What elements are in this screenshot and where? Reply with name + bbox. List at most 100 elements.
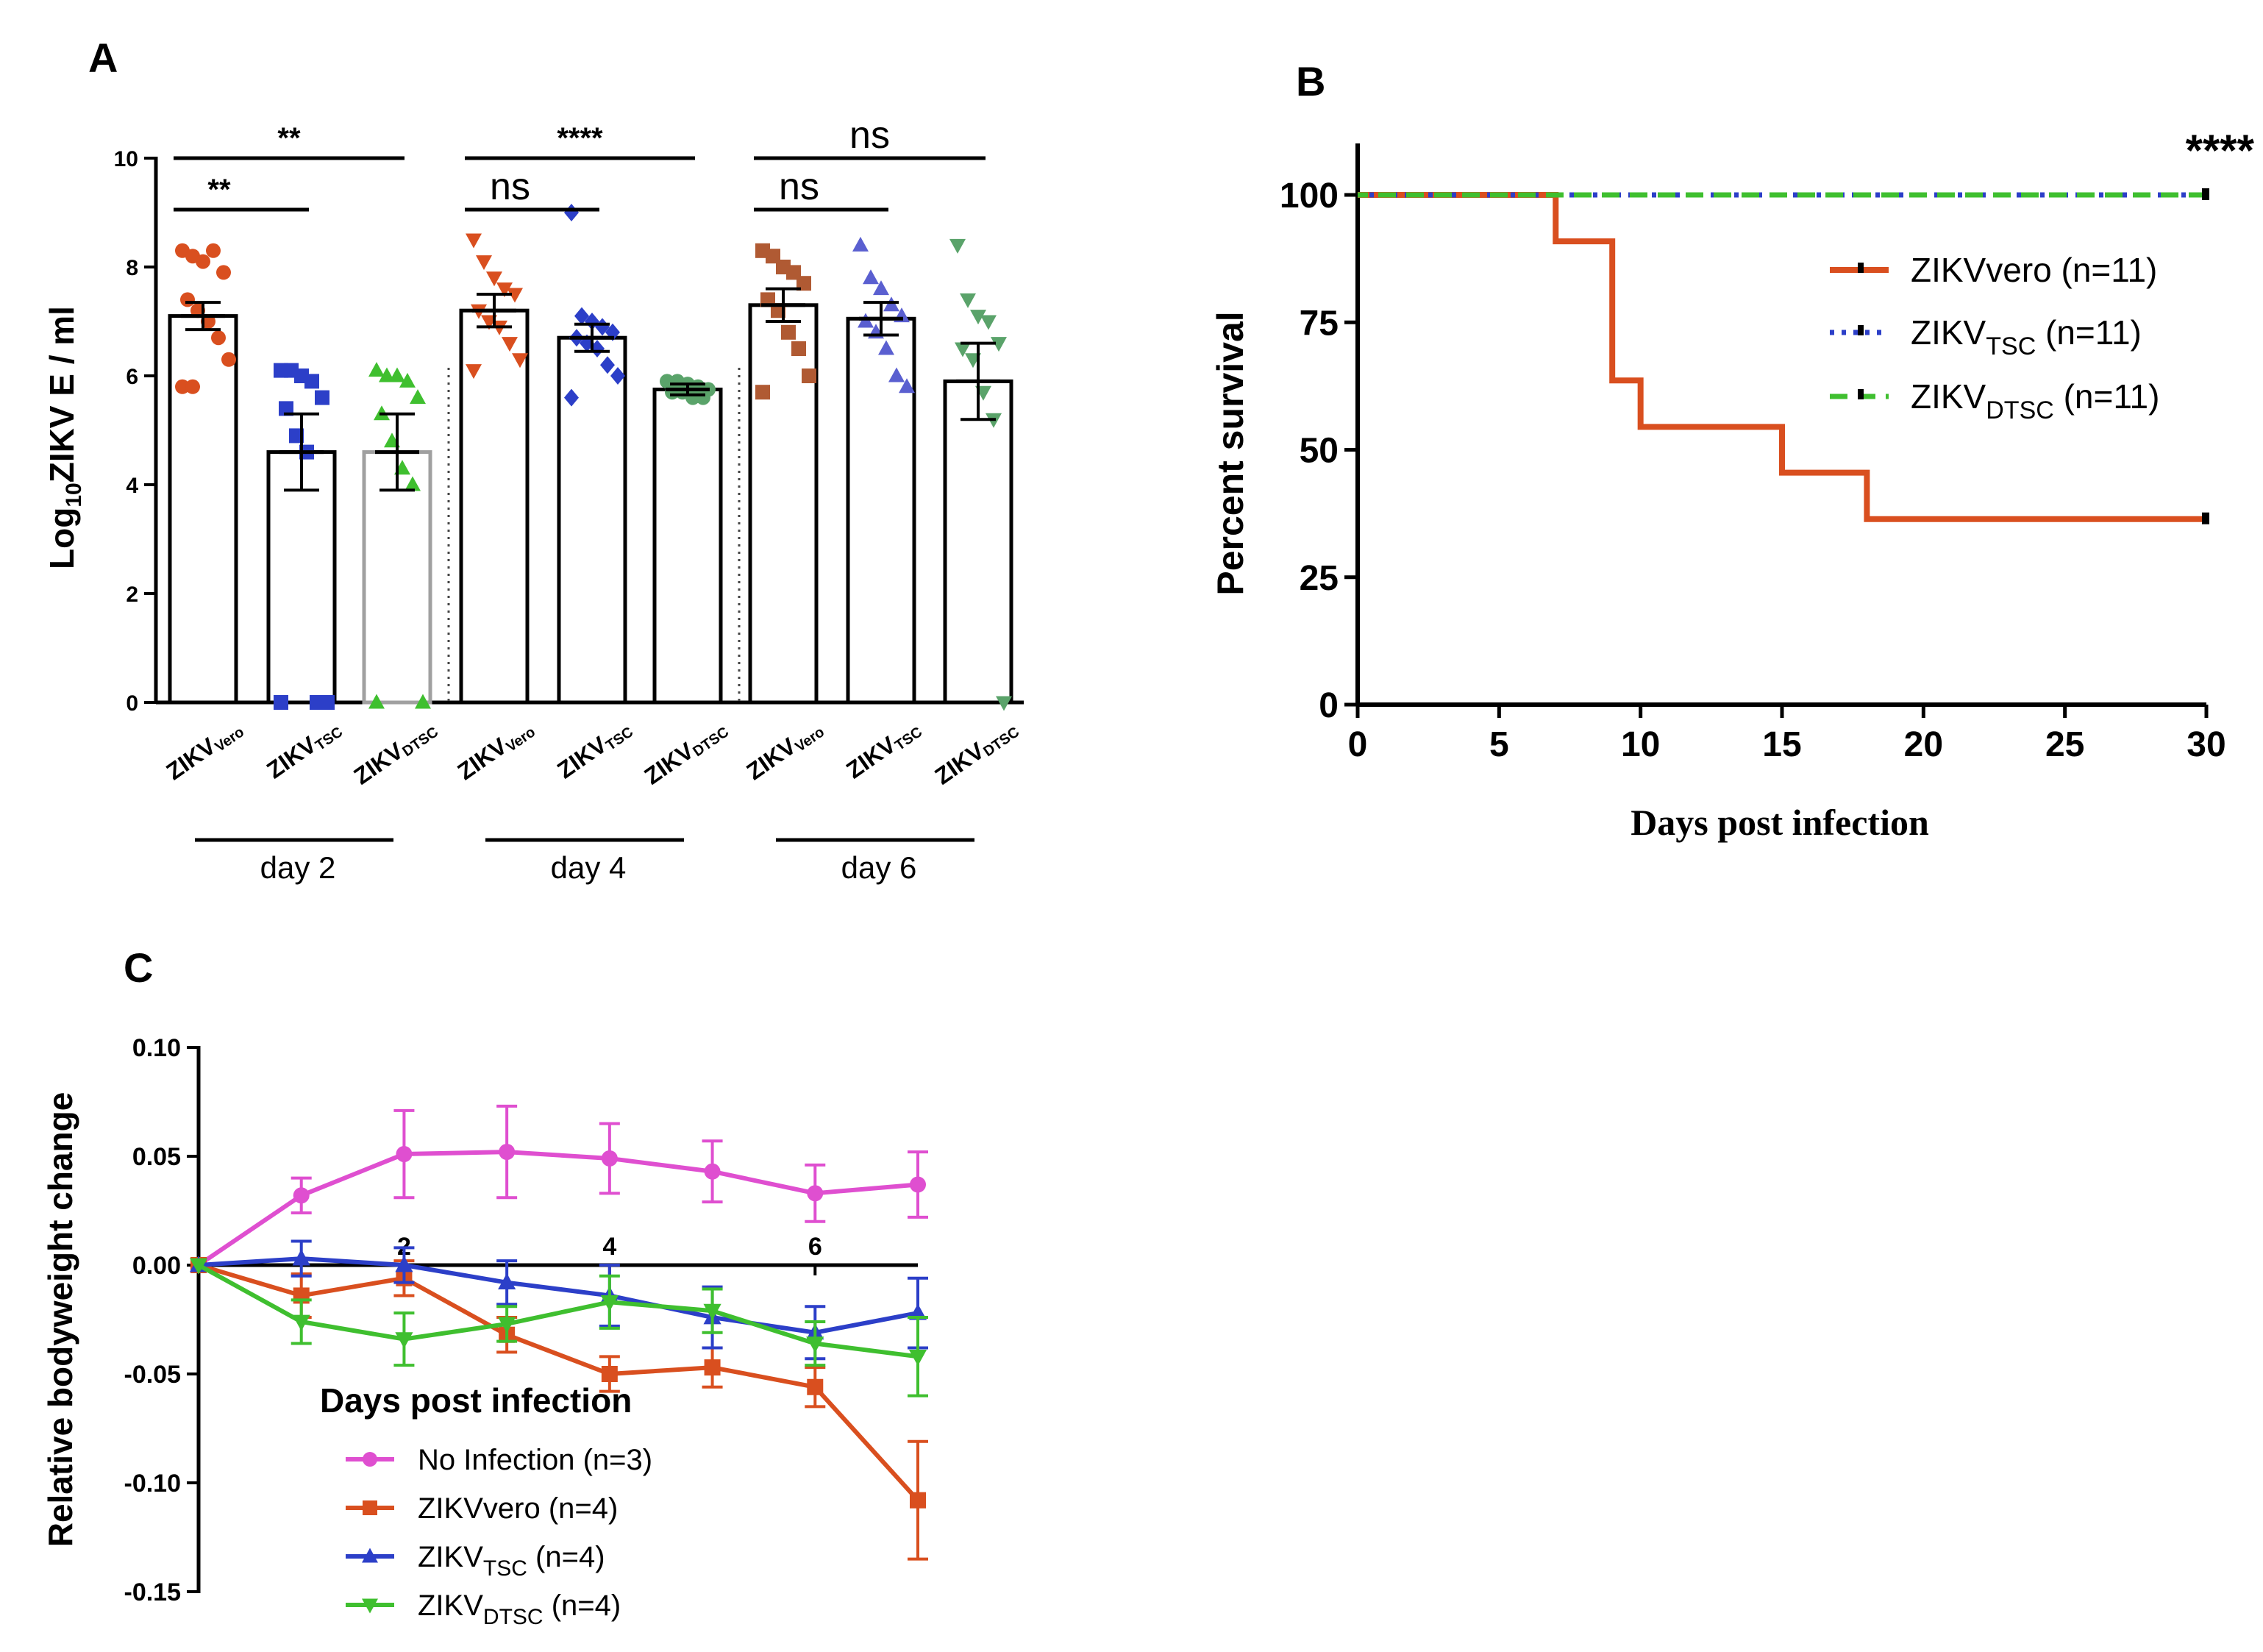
data-point <box>802 369 816 383</box>
panel-b-survival-chart: 0 25 50 75 100 0 5 10 15 20 25 30 Days post infectio… <box>1210 126 2255 843</box>
data-point <box>852 236 869 252</box>
censor-mark <box>2202 512 2209 524</box>
data-point <box>696 390 710 405</box>
legend-marker <box>362 1598 378 1614</box>
significance-label: ** <box>277 122 301 154</box>
data-point <box>585 313 599 330</box>
x-tick-label: 0 <box>1348 725 1368 764</box>
category-label: ZIKVVero <box>161 714 247 786</box>
legend-swatch-mark <box>1858 325 1864 335</box>
data-point <box>379 367 395 382</box>
y-tick-label: 0 <box>1319 686 1339 725</box>
series-line <box>198 1256 919 1335</box>
data-point <box>498 1273 516 1290</box>
data-point <box>949 238 966 254</box>
y-tick-label: 8 <box>126 256 138 280</box>
x-tick-label: 30 <box>2187 725 2225 764</box>
data-point <box>216 265 231 280</box>
data-point <box>466 233 482 249</box>
data-point <box>211 330 226 346</box>
data-point <box>878 340 894 355</box>
data-point <box>595 318 610 336</box>
data-point <box>781 324 796 340</box>
panel-label-c: C <box>124 944 153 991</box>
y-axis-label: Relative bodyweight change <box>41 1092 79 1548</box>
y-tick-label: 0 <box>126 691 138 716</box>
data-point <box>389 367 405 382</box>
censor-mark <box>2202 188 2209 200</box>
data-point <box>292 1249 310 1266</box>
survival-line <box>1358 192 2206 522</box>
data-point <box>791 341 806 356</box>
data-point <box>796 276 811 291</box>
data-point <box>955 342 971 357</box>
data-point <box>221 352 236 367</box>
data-point <box>368 694 385 709</box>
legend-marker <box>363 1452 377 1467</box>
bar <box>943 379 1013 705</box>
bar <box>748 303 819 705</box>
x-tick-label: 4 <box>602 1233 616 1261</box>
data-point <box>910 1176 926 1193</box>
x-tick-label: 6 <box>808 1233 822 1261</box>
legend-label: No Infection (n=3) <box>418 1444 652 1476</box>
x-axis-label: Days post infection <box>320 1381 632 1420</box>
y-tick-label: 25 <box>1300 559 1339 598</box>
data-point <box>185 379 200 394</box>
panel-label-a: A <box>88 35 118 81</box>
y-tick-label: -0.15 <box>124 1578 182 1606</box>
data-point <box>704 1163 721 1180</box>
data-point <box>600 356 615 374</box>
legend-label: ZIKVDTSC (n=11) <box>1911 377 2159 424</box>
series-line <box>197 1263 919 1359</box>
x-tick-label: 25 <box>2045 725 2084 764</box>
data-point <box>196 254 210 269</box>
data-point <box>807 1185 824 1202</box>
data-point <box>610 367 625 385</box>
data-point <box>704 1359 721 1376</box>
data-point <box>996 696 1012 711</box>
y-tick-label: 6 <box>126 365 138 389</box>
data-point <box>991 337 1007 352</box>
x-tick-label: 15 <box>1762 725 1801 764</box>
data-point <box>189 1258 208 1275</box>
category-label: ZIKVTSC <box>262 714 346 785</box>
data-point <box>512 353 528 369</box>
x-axis-label: Days post infection <box>1631 802 1929 843</box>
category-label: ZIKVTSC <box>552 714 636 785</box>
data-point <box>304 374 319 389</box>
category-label: ZIKVDTSC <box>349 714 441 791</box>
significance-annotation: **** <box>2186 126 2255 175</box>
data-point <box>502 337 518 352</box>
data-point <box>320 695 335 710</box>
data-point <box>292 1314 310 1331</box>
data-point <box>466 364 482 380</box>
category-label: ZIKVDTSC <box>639 714 732 791</box>
y-tick-label: 2 <box>126 583 138 607</box>
legend-label: ZIKVvero (n=4) <box>418 1492 618 1525</box>
data-point <box>910 1492 926 1509</box>
data-point <box>899 378 915 394</box>
bar <box>652 388 723 705</box>
y-tick-label: 75 <box>1300 304 1339 343</box>
y-tick-label: -0.10 <box>124 1470 182 1498</box>
significance-label: ns <box>779 165 819 208</box>
y-tick-label: -0.05 <box>124 1361 182 1389</box>
y-tick-label: 4 <box>126 474 138 498</box>
data-point <box>507 288 523 303</box>
series-line <box>197 1150 919 1267</box>
y-tick-label: 0.00 <box>132 1252 181 1280</box>
panel-c-bodyweight-chart: 0.100.050.00-0.05-0.10-0.15246Relative b… <box>41 1034 928 1629</box>
legend-label: ZIKVDTSC (n=4) <box>418 1589 621 1629</box>
group-label: day 4 <box>551 850 627 885</box>
data-point <box>883 296 899 312</box>
category-label: ZIKVTSC <box>841 714 925 785</box>
data-point <box>908 1349 927 1366</box>
data-point <box>908 1303 927 1320</box>
data-point <box>806 1336 824 1353</box>
data-point <box>180 292 195 307</box>
category-label: ZIKVVero <box>741 714 827 786</box>
data-point <box>395 1332 413 1349</box>
